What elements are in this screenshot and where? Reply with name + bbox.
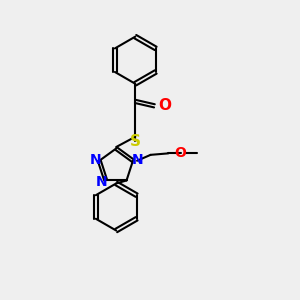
Text: S: S <box>130 134 141 149</box>
Text: O: O <box>175 146 187 161</box>
Text: N: N <box>131 153 143 167</box>
Text: O: O <box>158 98 171 113</box>
Text: N: N <box>96 175 107 189</box>
Text: N: N <box>89 153 101 167</box>
